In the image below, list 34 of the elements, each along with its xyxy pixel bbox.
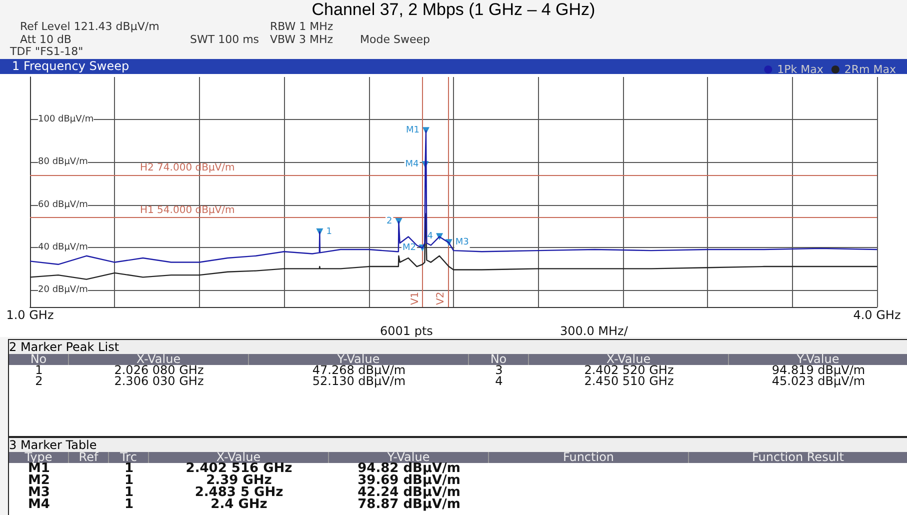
y-tick-label: 80 dBµV/m <box>38 157 88 168</box>
text: M4 1 2.4 GHz 78.87 dBµV/m <box>28 497 460 512</box>
text: RBW 1 MHz <box>270 20 334 33</box>
annotation: 2 <box>386 216 392 227</box>
annotation: 4 <box>427 232 434 242</box>
legend-label: 2Rm Max <box>844 63 896 76</box>
text: 300.0 MHz/ <box>560 324 629 338</box>
text: 2 2.306 030 GHz 52.130 dBµV/m 4 2.450 510 GHz 45.023 dBµV/m <box>35 374 866 388</box>
text: 1 2.026 080 GHz 47.268 dBµV/m 3 2.402 520 GHz 94.819 dBµV/m <box>35 363 866 377</box>
ref-line-label: V2 <box>435 292 446 305</box>
text: Ref Level 121.43 dBµV/m <box>20 20 160 33</box>
text: 1 Frequency Sweep <box>12 59 130 73</box>
text: VBW 3 MHz <box>270 33 334 46</box>
annotation: M3 <box>455 238 469 248</box>
x-tick-label: 1.0 GHz <box>6 308 54 322</box>
annotation: 1 <box>326 226 332 237</box>
text: 2 Marker Peak List <box>9 340 120 354</box>
text: 3 Marker Table <box>9 438 97 452</box>
legend-label: 1Pk Max <box>777 63 824 76</box>
chart-title: Channel 37, 2 Mbps (1 GHz – 4 GHz) <box>310 0 596 20</box>
text: Mode Sweep <box>360 33 430 46</box>
text: Att 10 dB <box>20 33 72 46</box>
text: SWT 100 ms <box>190 33 260 46</box>
annotation: M4 <box>405 160 420 170</box>
text: No X-Value Y-Value No X-Value Y-Value <box>30 352 840 366</box>
annotation: M1 <box>406 126 420 136</box>
x-tick-label: 4.0 GHz <box>853 308 901 322</box>
y-tick-label: 60 dBµV/m <box>38 200 88 210</box>
ref-line-label: V1 <box>410 292 421 305</box>
text: TDF "FS1-18" <box>10 45 84 58</box>
y-tick-label: 20 dBµV/m <box>38 284 88 295</box>
y-tick-label: 100 dBµV/m <box>38 114 94 125</box>
annotation: M2 <box>402 243 416 254</box>
y-tick-label: 40 dBµV/m <box>38 242 88 252</box>
